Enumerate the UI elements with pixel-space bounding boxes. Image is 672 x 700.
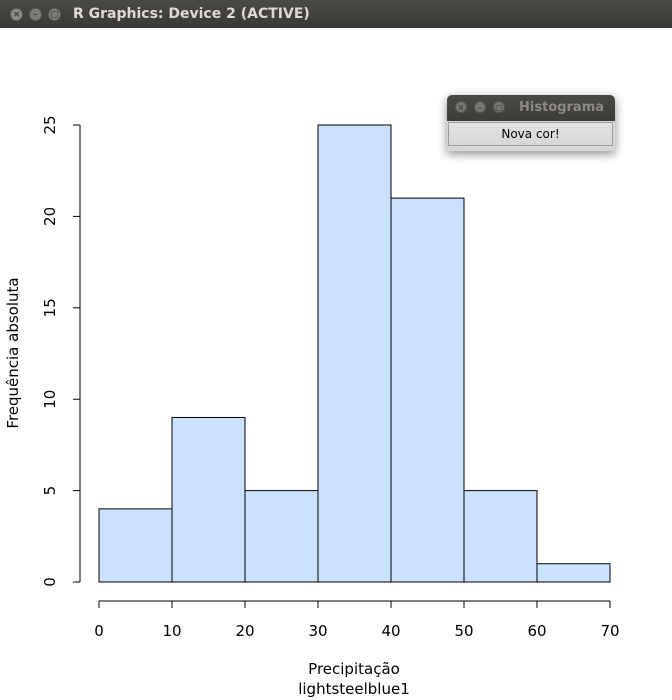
histogram-bar — [390, 197, 465, 583]
popup-titlebar: × – □ Histograma — [447, 95, 615, 121]
popup-maximize-button[interactable]: □ — [493, 101, 505, 113]
y-tick-label: 15 — [41, 298, 59, 317]
x-tick-label: 70 — [600, 622, 619, 640]
y-tick-label: 10 — [41, 390, 59, 409]
x-axis-subtitle: lightsteelblue1 — [298, 680, 410, 698]
histogram-bar — [317, 124, 392, 583]
window-maximize-button[interactable]: □ — [48, 8, 61, 21]
nova-cor-button[interactable]: Nova cor! — [448, 122, 613, 146]
x-tick-label: 10 — [162, 622, 181, 640]
y-tick-label: 25 — [41, 115, 59, 134]
y-tick-label: 0 — [41, 577, 59, 587]
window-titlebar: × – □ R Graphics: Device 2 (ACTIVE) — [0, 0, 672, 28]
x-tick-label: 50 — [454, 622, 473, 640]
histograma-popup-window: × – □ Histograma Nova cor! — [447, 95, 615, 151]
histogram-bar — [463, 490, 538, 583]
y-tick-label: 5 — [41, 486, 59, 496]
x-tick-label: 30 — [308, 622, 327, 640]
histogram-bar — [244, 490, 319, 583]
window-close-button[interactable]: × — [10, 8, 23, 21]
popup-title: Histograma — [519, 100, 605, 115]
window-minimize-button[interactable]: – — [29, 8, 42, 21]
popup-close-button[interactable]: × — [455, 101, 467, 113]
popup-minimize-button[interactable]: – — [474, 101, 486, 113]
y-axis-title: Frequência absoluta — [4, 277, 22, 428]
window-title: R Graphics: Device 2 (ACTIVE) — [73, 6, 310, 22]
x-tick-label: 40 — [381, 622, 400, 640]
x-tick-label: 0 — [94, 622, 104, 640]
x-tick-label: 20 — [235, 622, 254, 640]
x-tick-label: 60 — [527, 622, 546, 640]
histogram-chart: 0 10 20 30 40 50 60 70 0 5 10 15 20 25 Precipitação lig… — [4, 115, 620, 698]
x-axis-title: Precipitação — [308, 660, 400, 678]
histogram-bar — [98, 508, 173, 583]
histogram-bar — [536, 563, 611, 583]
histogram-bar — [171, 416, 246, 583]
y-tick-label: 20 — [41, 207, 59, 226]
